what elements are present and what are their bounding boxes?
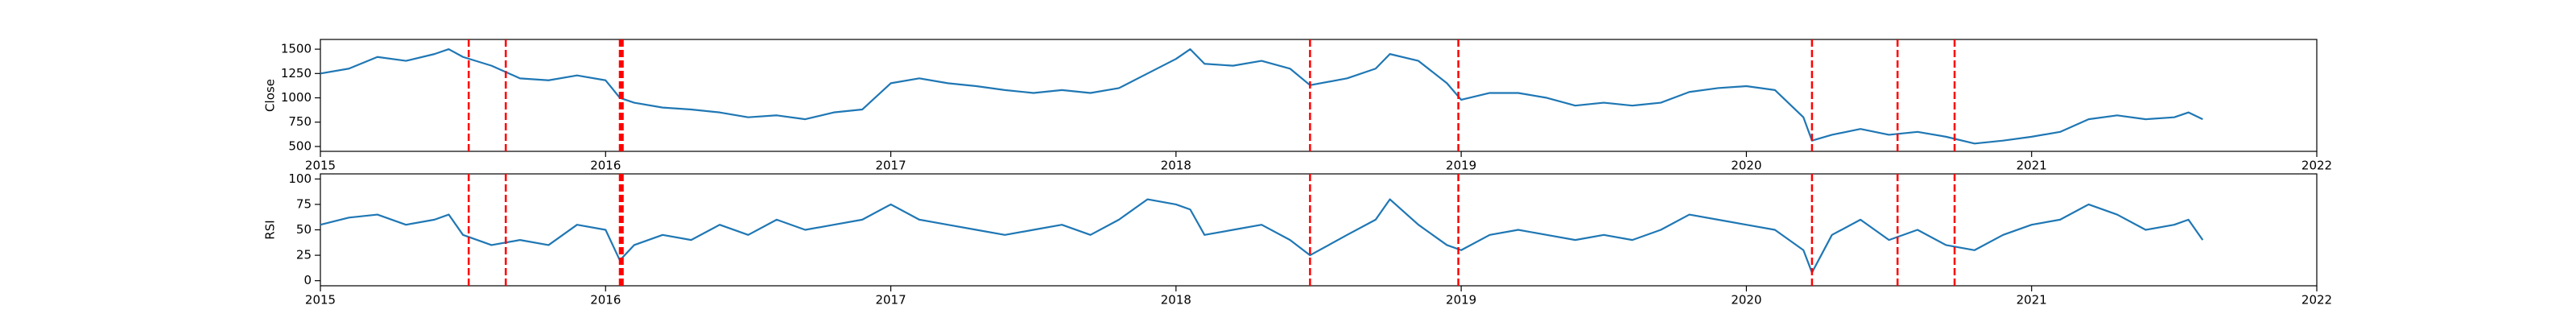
data-line (320, 47, 2203, 145)
y-tick-label: 0 (303, 273, 312, 287)
y-axis-label: RSI (263, 220, 278, 239)
x-tick-label: 2021 (2017, 293, 2047, 308)
y-tick-label: 1250 (281, 66, 312, 80)
x-tick-label: 2017 (875, 293, 906, 308)
x-tick-label: 2020 (1731, 293, 1761, 308)
y-tick-label: 50 (296, 222, 312, 237)
x-tick-label: 2021 (2017, 159, 2047, 173)
x-tick-label: 2018 (1161, 293, 1191, 308)
y-tick-label: 25 (296, 248, 312, 262)
x-tick-label: 2016 (590, 159, 621, 173)
x-tick-label: 2022 (2301, 293, 2332, 308)
x-tick-label: 2015 (305, 293, 336, 308)
data-line (320, 198, 2204, 274)
x-tick-label: 2018 (1161, 159, 1191, 173)
y-tick-label: 100 (288, 171, 312, 186)
x-tick-label: 2020 (1731, 159, 1761, 173)
x-tick-label: 2017 (875, 159, 906, 173)
x-tick-label: 2019 (1446, 293, 1476, 308)
y-tick-label: 500 (288, 138, 312, 153)
plot-frame (320, 39, 2318, 152)
y-tick-label: 1500 (281, 42, 312, 56)
x-tick-label: 2016 (590, 293, 621, 308)
y-axis-label: Close (263, 79, 278, 112)
x-tick-label: 2022 (2301, 159, 2332, 173)
y-tick-label: 75 (296, 196, 312, 211)
x-tick-label: 2015 (305, 159, 336, 173)
x-tick-label: 2019 (1446, 159, 1476, 173)
y-tick-label: 1000 (281, 90, 312, 105)
y-tick-label: 750 (288, 114, 312, 129)
